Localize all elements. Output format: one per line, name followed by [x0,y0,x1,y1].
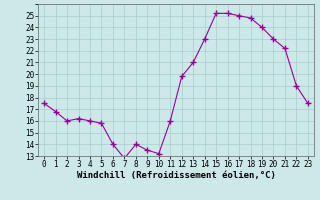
X-axis label: Windchill (Refroidissement éolien,°C): Windchill (Refroidissement éolien,°C) [76,171,276,180]
